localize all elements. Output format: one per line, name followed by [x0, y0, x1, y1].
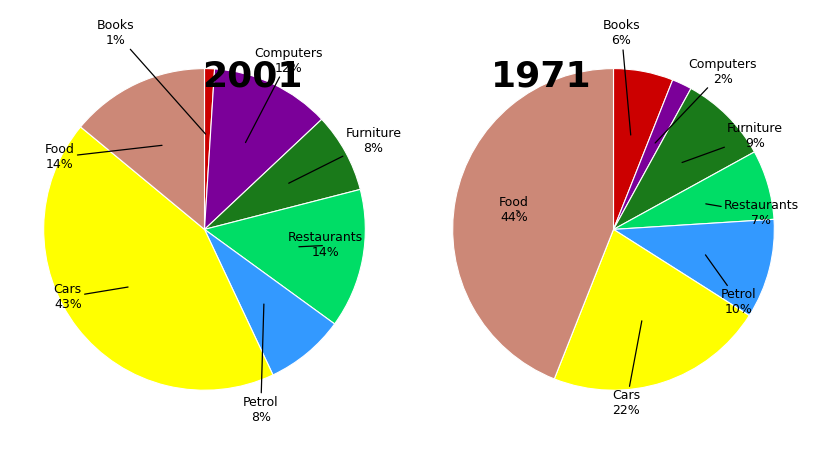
Text: Restaurants
14%: Restaurants 14% — [288, 231, 362, 260]
Wedge shape — [204, 119, 360, 229]
Text: Cars
43%: Cars 43% — [54, 283, 128, 311]
Wedge shape — [614, 80, 691, 229]
Wedge shape — [614, 88, 754, 229]
Text: Restaurants
7%: Restaurants 7% — [706, 199, 799, 228]
Wedge shape — [43, 127, 273, 390]
Wedge shape — [614, 219, 775, 315]
Wedge shape — [614, 152, 774, 229]
Wedge shape — [614, 69, 672, 229]
Text: Cars
22%: Cars 22% — [613, 321, 642, 417]
Text: Furniture
9%: Furniture 9% — [682, 122, 783, 163]
Wedge shape — [204, 229, 335, 375]
Wedge shape — [555, 229, 749, 390]
Wedge shape — [204, 189, 366, 324]
Text: Food
14%: Food 14% — [45, 143, 162, 171]
Wedge shape — [452, 69, 614, 379]
Text: 2001: 2001 — [203, 60, 303, 94]
Text: 1971: 1971 — [491, 60, 591, 94]
Text: Computers
12%: Computers 12% — [245, 46, 322, 142]
Text: Spending habits of people in UK between 1971 and 2001: Spending habits of people in UK between … — [97, 442, 721, 461]
Text: Books
6%: Books 6% — [603, 19, 640, 135]
Text: Books
1%: Books 1% — [97, 19, 205, 134]
Wedge shape — [204, 69, 214, 229]
Text: Furniture
8%: Furniture 8% — [289, 127, 402, 183]
Wedge shape — [81, 69, 204, 229]
Text: Petrol
8%: Petrol 8% — [243, 304, 279, 423]
Text: Petrol
10%: Petrol 10% — [705, 255, 757, 316]
Text: Computers
2%: Computers 2% — [655, 58, 757, 143]
Wedge shape — [204, 69, 321, 229]
Text: Food
44%: Food 44% — [499, 196, 528, 224]
